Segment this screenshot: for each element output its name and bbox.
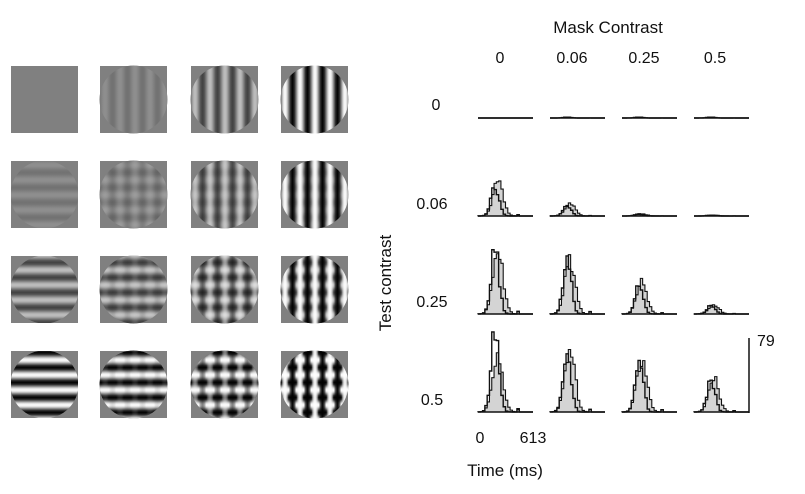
time-start-label: 0 (476, 430, 485, 447)
test-alone-response-histogram (621, 359, 677, 413)
test-label-0: 0 (432, 97, 441, 114)
test-grating (10, 255, 79, 324)
psth-cells (477, 116, 749, 413)
stimulus-patch-r0-c1 (99, 65, 168, 134)
mask-contrast-title: Mask Contrast (553, 18, 663, 37)
masked-response-histogram (621, 277, 677, 315)
mask-label-0: 0 (496, 50, 505, 67)
psth-cell-r3-c3 (693, 376, 749, 413)
psth-cell-r1-c3 (694, 214, 749, 217)
stimulus-patch-r3-c2 (190, 350, 259, 419)
psth-cell-r0-c1 (550, 116, 605, 119)
mask-grating (99, 65, 168, 134)
psth-cell-r0-c3 (694, 116, 749, 119)
stimulus-patch-r1-c1 (99, 160, 168, 229)
psth-cell-r1-c1 (549, 202, 605, 217)
stimulus-patch-r3-c0 (10, 350, 79, 419)
psth-cell-r2-c3 (693, 304, 749, 315)
test-grating (280, 255, 349, 324)
psth-cell-r3-c0 (477, 331, 533, 413)
stimulus-patch-r1-c0 (10, 160, 79, 229)
psth-cell-r0-c2 (622, 116, 677, 119)
test-grating (99, 350, 168, 419)
masked-response-histogram (477, 180, 533, 217)
stimulus-patch-r2-c2 (190, 255, 259, 324)
mask-label-0.06: 0.06 (556, 50, 587, 67)
mask-label-0.5: 0.5 (704, 50, 726, 67)
test-grating (190, 350, 259, 419)
test-alone-response-histogram (693, 379, 749, 413)
test-grating (10, 160, 79, 229)
stimulus-patch-r2-c1 (99, 255, 168, 324)
psth-cell-r3-c2 (621, 359, 677, 413)
test-alone-response-histogram (621, 285, 677, 315)
stimulus-patch-r1-c3 (280, 160, 349, 229)
stimulus-background (11, 66, 78, 133)
stimulus-patch-r2-c0 (10, 255, 79, 324)
stimulus-patch-r3-c3 (280, 350, 349, 419)
psth-cell-r1-c2 (622, 213, 677, 217)
masked-response-histogram (477, 253, 533, 315)
psth-panel: Mask Contrast 0 0.06 0.25 0.5 Test contr… (376, 18, 775, 480)
stimulus-patch-r1-c2 (190, 160, 259, 229)
masked-response-histogram (477, 352, 533, 413)
test-alone-response-histogram (549, 255, 605, 315)
time-end-label: 613 (520, 430, 547, 447)
psth-cell-r2-c0 (477, 249, 533, 315)
stimulus-patch-r0-c3 (280, 65, 349, 134)
masked-response-histogram (693, 376, 749, 413)
masked-response-histogram (549, 254, 605, 315)
stimulus-patch-r0-c0 (11, 66, 78, 133)
stimulus-patch-r3-c1 (99, 350, 168, 419)
masked-response-histogram (693, 304, 749, 315)
scale-bar-label: 79 (757, 333, 775, 350)
test-grating (99, 160, 168, 229)
psth-cell-r1-c0 (477, 180, 533, 217)
psth-cell-r3-c1 (549, 348, 605, 413)
test-label-0.25: 0.25 (416, 294, 447, 311)
test-alone-response-histogram (477, 249, 533, 315)
stimulus-patch-r2-c3 (280, 255, 349, 324)
test-grating (10, 350, 79, 419)
mask-grating (280, 65, 349, 134)
stimulus-patch-r0-c2 (190, 65, 259, 134)
mask-grating (190, 65, 259, 134)
masked-response-histogram (549, 202, 605, 217)
time-axis-label: Time (ms) (467, 461, 543, 480)
masked-response-histogram (621, 360, 677, 413)
test-grating (280, 350, 349, 419)
mask-label-0.25: 0.25 (628, 50, 659, 67)
test-grating (99, 255, 168, 324)
test-alone-response-histogram (549, 353, 605, 413)
stimulus-grid (10, 65, 349, 419)
test-grating (280, 160, 349, 229)
psth-cell-r2-c1 (549, 254, 605, 315)
test-grating (190, 160, 259, 229)
test-alone-response-histogram (477, 331, 533, 413)
test-alone-response-histogram (477, 187, 533, 217)
psth-cell-r2-c2 (621, 277, 677, 315)
test-contrast-title: Test contrast (376, 235, 395, 332)
test-grating (190, 255, 259, 324)
masked-response-histogram (549, 348, 605, 413)
test-label-0.06: 0.06 (416, 196, 447, 213)
test-label-0.5: 0.5 (421, 392, 443, 409)
